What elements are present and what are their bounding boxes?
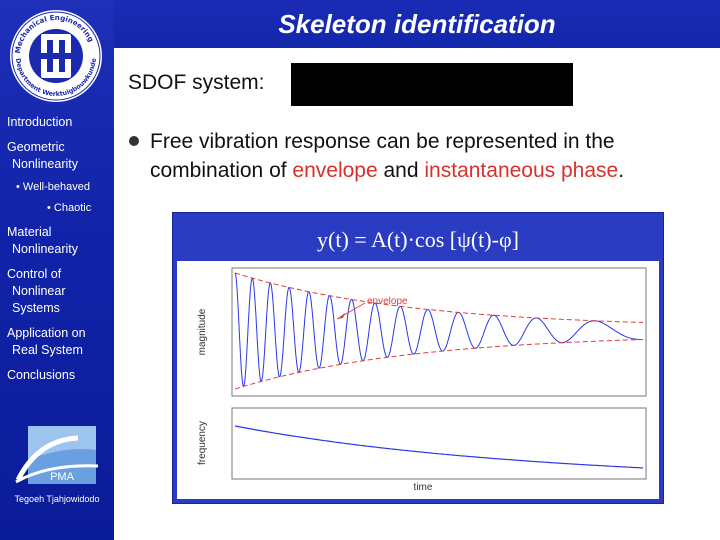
bullet-text: Free vibration response can be represent… [150,127,710,185]
nav-chaotic[interactable]: • Chaotic [47,200,91,217]
nav-introduction[interactable]: Introduction [7,114,72,131]
bullet-end: . [618,159,625,182]
bottom-ylabel: frequency [197,421,208,465]
nav-introduction-label: Introduction [7,115,73,129]
bullet-dot [129,136,139,146]
bottom-plot-frame [231,407,647,480]
nav-material-line2: Nonlinearity [12,242,79,256]
pma-logo-swoosh-2 [15,464,99,484]
pma-logo-text: PMA [50,471,75,483]
header-bar: Skeleton identification [114,0,720,48]
plot-area: magnitude frequency time envelope [177,261,659,499]
nav-well-behaved[interactable]: • Well-behaved [16,179,90,196]
nav-material-line1: Material [7,225,52,239]
signal-line [234,272,643,388]
bullet-phase: instantaneous phase [424,159,619,182]
nav-control-line2: Nonlinear [12,284,66,298]
nav-application-line2: Real System [12,343,83,357]
slide-title: Skeleton identification [278,9,556,39]
envelope-arrow-head [337,313,345,319]
nav-well-behaved-label: • Well-behaved [16,181,90,193]
bullet-part1: Free vibration response can be represent… [150,130,615,182]
nav-chaotic-label: • Chaotic [47,202,92,214]
nav-application-line1: Application on [7,326,86,340]
frequency-line [234,425,644,469]
nav-control-line3: Systems [12,301,60,315]
sidebar: Mechanical Engineering Department Werktu… [0,0,114,540]
bullet-envelope: envelope [292,159,378,182]
nav-conclusions[interactable]: Conclusions [7,367,75,384]
pma-logo: PMA [15,426,99,484]
department-logo: Mechanical Engineering Department Werktu… [10,10,102,102]
top-ylabel: magnitude [197,308,208,355]
pma-logo-swoosh [15,435,79,482]
nav-conclusions-label: Conclusions [7,368,76,382]
xlabel: time [414,482,433,493]
nav-control[interactable]: Control of Nonlinear Systems [7,266,66,317]
envelope-lower-line [234,339,644,390]
sdof-label: SDOF system: [128,71,265,94]
nav-control-line1: Control of [7,267,62,281]
author-name: Tegoeh Tjahjowidodo [14,494,100,504]
envelope-annotation: envelope [367,296,408,307]
envelope-upper-line [234,272,644,323]
nav-material-nonlinearity[interactable]: Material Nonlinearity [7,224,78,258]
formula: y(t) = A(t)·cos [ψ(t)-φ] [317,227,519,252]
nav-application[interactable]: Application on Real System [7,325,86,359]
nav-geometric-line2: Nonlinearity [12,157,79,171]
sdof-equation-image [291,63,573,106]
figure-panel: y(t) = A(t)·cos [ψ(t)-φ] magnitude frequ… [172,212,664,504]
top-plot-frame [231,267,647,397]
logo-glyph-cross [41,53,71,59]
plot-svg: magnitude frequency time envelope [197,267,647,493]
nav-geometric-nonlinearity[interactable]: Geometric Nonlinearity [7,139,78,173]
bullet-and: and [377,159,425,182]
logo-ring [11,11,101,101]
nav-geometric-line1: Geometric [7,140,65,154]
